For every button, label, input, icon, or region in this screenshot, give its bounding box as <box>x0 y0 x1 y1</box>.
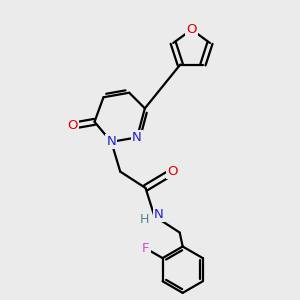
Text: N: N <box>132 131 142 144</box>
Text: H: H <box>139 213 149 226</box>
Text: O: O <box>167 165 178 178</box>
Text: N: N <box>154 208 164 221</box>
Text: O: O <box>67 119 78 132</box>
Text: N: N <box>106 135 116 148</box>
Text: O: O <box>186 23 197 36</box>
Text: F: F <box>142 242 150 255</box>
